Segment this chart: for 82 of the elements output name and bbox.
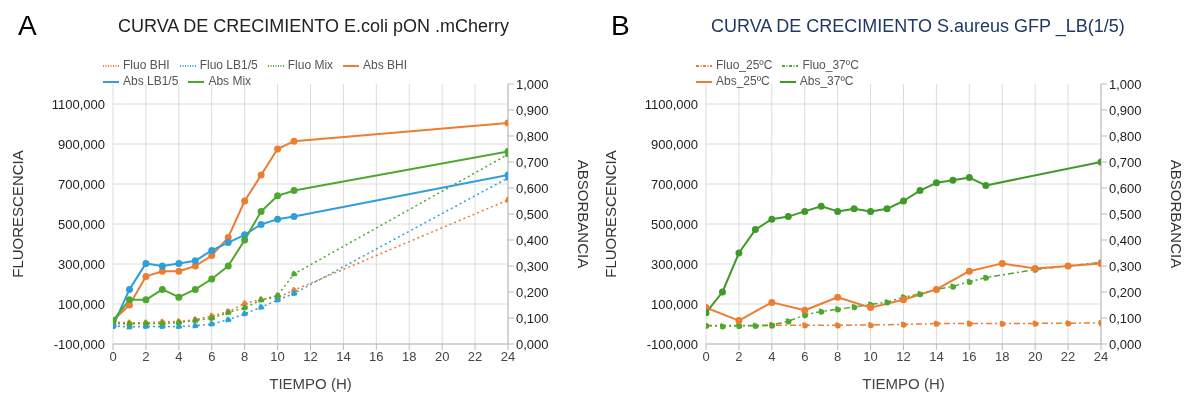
- y-tick-label: 900,000: [651, 136, 698, 152]
- x-tick-label: 24: [500, 349, 516, 365]
- y2-tick-label: 0,100: [1109, 310, 1142, 326]
- y2-tick-label: 0,800: [1109, 128, 1142, 144]
- y-tick-label: 300,000: [58, 256, 105, 272]
- text: A: [18, 10, 38, 42]
- y-tick-label: 300,000: [651, 256, 698, 272]
- legend-label: Abs LB1/5: [123, 74, 179, 89]
- x-tick-label: 12: [303, 349, 318, 365]
- y2-tick-label: 0,500: [516, 206, 549, 222]
- y2-tick-label: 0,200: [516, 284, 549, 300]
- text: B: [611, 10, 631, 42]
- x-tick-label: 4: [768, 349, 776, 365]
- x-axis-title: TIEMPO (H): [269, 375, 352, 392]
- chart-title: CURVA DE CRECIMIENTO E.coli pON .mCherry: [118, 15, 510, 37]
- x-tick-label: 22: [467, 349, 483, 365]
- y2-tick-label: 0,600: [1109, 180, 1142, 196]
- legend-label: Abs_25ºC: [716, 74, 770, 89]
- x-tick-label: 12: [896, 349, 911, 365]
- x-tick-label: 0: [702, 349, 710, 365]
- x-tick-label: 14: [929, 349, 944, 365]
- legend-label: Abs Mix: [208, 74, 252, 89]
- x-tick-label: 8: [241, 349, 249, 365]
- x-tick-label: 18: [995, 349, 1010, 365]
- y-tick-label: 700,000: [651, 176, 698, 192]
- y2-tick-label: 0,900: [1109, 102, 1142, 118]
- y2-tick-label: 0,400: [1109, 232, 1142, 248]
- y2-tick-label: 0,500: [1109, 206, 1142, 222]
- legend-label: Fluo_37ºC: [802, 58, 859, 73]
- y2-tick-label: 0,900: [516, 102, 549, 118]
- y2-tick-label: 1,000: [1109, 76, 1142, 92]
- x-tick-label: 16: [962, 349, 977, 365]
- y2-tick-label: 0,700: [516, 154, 549, 170]
- y-tick-label: 1100,000: [51, 96, 105, 112]
- y-axis-title: FLUORESCENCIA: [9, 150, 27, 278]
- y-tick-label: 500,000: [58, 216, 105, 232]
- legend-label: Abs_37ºC: [799, 74, 854, 89]
- y-tick-label: 900,000: [58, 136, 105, 152]
- legend-label: Abs BHI: [363, 58, 408, 73]
- y-tick-label: 100,000: [58, 296, 105, 312]
- x-tick-label: 18: [402, 349, 417, 365]
- y2-tick-label: 0,400: [516, 232, 549, 248]
- x-tick-label: 10: [863, 349, 878, 365]
- x-tick-label: 6: [208, 349, 216, 365]
- x-tick-label: 20: [1027, 349, 1043, 365]
- y2-tick-label: 0,600: [516, 180, 549, 196]
- x-tick-label: 2: [735, 349, 743, 365]
- x-tick-label: 8: [834, 349, 842, 365]
- legend-label: Fluo BHI: [123, 58, 170, 73]
- y2-tick-label: 0,000: [1109, 336, 1142, 352]
- y-tick-label: -100,000: [646, 336, 698, 352]
- legend-label: Fluo_25ºC: [716, 58, 773, 73]
- legend-label: Fluo LB1/5: [199, 58, 258, 73]
- x-tick-label: 0: [109, 349, 117, 365]
- chart-title: CURVA DE CRECIMIENTO S.aureus GFP _LB(1/5): [711, 15, 1125, 37]
- y2-tick-label: 0,100: [516, 310, 549, 326]
- x-tick-label: 22: [1060, 349, 1076, 365]
- y2-tick-label: 0,700: [1109, 154, 1142, 170]
- x-tick-label: 6: [801, 349, 809, 365]
- y2-axis-title: ABSORBANCIA: [574, 159, 592, 269]
- x-tick-label: 14: [336, 349, 351, 365]
- y-tick-label: 100,000: [651, 296, 698, 312]
- y2-tick-label: 0,300: [516, 258, 549, 274]
- x-tick-label: 2: [142, 349, 150, 365]
- x-tick-label: 20: [434, 349, 450, 365]
- y2-tick-label: 0,000: [516, 336, 549, 352]
- y-tick-label: 1100,000: [644, 96, 698, 112]
- y-tick-label: 500,000: [651, 216, 698, 232]
- legend-label: Fluo Mix: [287, 58, 334, 73]
- x-tick-label: 10: [270, 349, 285, 365]
- y-tick-label: 700,000: [58, 176, 105, 192]
- x-tick-label: 16: [369, 349, 384, 365]
- x-tick-label: 4: [175, 349, 183, 365]
- x-axis-title: TIEMPO (H): [862, 375, 945, 392]
- y2-tick-label: 1,000: [516, 76, 549, 92]
- y-tick-label: -100,000: [53, 336, 105, 352]
- y-axis-title: FLUORESCENCIA: [602, 150, 620, 278]
- y2-axis-title: ABSORBANCIA: [1167, 159, 1185, 269]
- y2-tick-label: 0,800: [516, 128, 549, 144]
- y2-tick-label: 0,300: [1109, 258, 1142, 274]
- x-tick-label: 24: [1093, 349, 1109, 365]
- y2-tick-label: 0,200: [1109, 284, 1142, 300]
